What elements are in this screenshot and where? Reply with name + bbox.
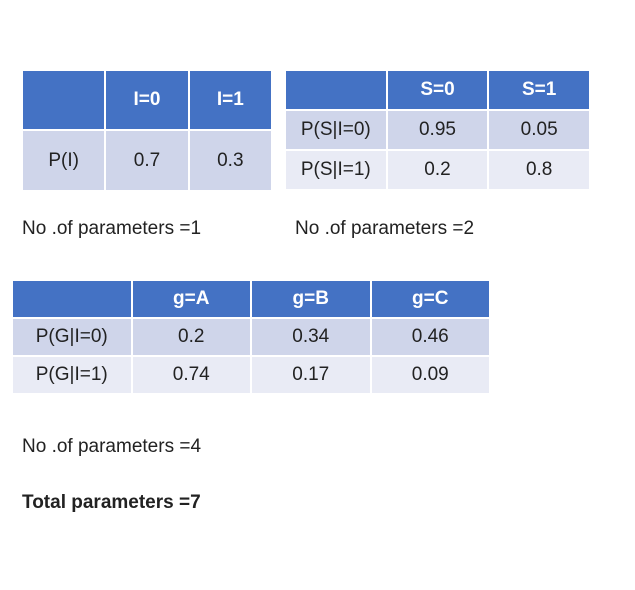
row: P(I) 0.7 0.3 [20, 129, 274, 192]
row: P(S|I=1) 0.2 0.8 [284, 149, 591, 191]
header-cell: g=B [250, 279, 372, 319]
header-row: I=0 I=1 [20, 69, 274, 131]
row-label: P(I) [20, 129, 107, 192]
cell: 0.17 [250, 355, 372, 395]
cell: 0.74 [130, 355, 252, 395]
header-cell: I=1 [187, 69, 274, 131]
note: No .of parameters =2 [295, 218, 475, 239]
header-cell: S=0 [385, 69, 490, 111]
corner-cell [20, 69, 107, 131]
corner-cell [11, 279, 133, 319]
header-row: S=0 S=1 [284, 69, 591, 111]
cell: 0.46 [369, 317, 491, 357]
row-label: P(G|I=1) [11, 355, 133, 395]
row-label: P(G|I=0) [11, 317, 133, 357]
row-label: P(S|I=0) [284, 109, 388, 151]
total: Total parameters =7 [22, 492, 201, 513]
header-cell: g=A [130, 279, 252, 319]
row-label: P(S|I=1) [284, 149, 388, 191]
row: P(S|I=0) 0.95 0.05 [284, 109, 591, 151]
cell: 0.3 [187, 129, 274, 192]
cell: 0.05 [487, 109, 591, 151]
header-cell: I=0 [104, 69, 190, 131]
header-cell: S=1 [487, 69, 591, 111]
header-cell: g=C [369, 279, 491, 319]
cell: 0.09 [369, 355, 491, 395]
cell: 0.7 [104, 129, 190, 192]
header-row: g=A g=B g=C [11, 279, 491, 319]
table: g=A g=B g=C P(G|I=0) 0.2 0.34 0.46 P(G|I=1) 0.74… [11, 279, 491, 395]
table: I=0 I=1 P(I) 0.7 0.3 [20, 69, 274, 192]
cell: 0.2 [385, 149, 490, 191]
row: P(G|I=1) 0.74 0.17 0.09 [11, 355, 491, 395]
corner-cell [284, 69, 388, 111]
row: P(G|I=0) 0.2 0.34 0.46 [11, 317, 491, 357]
cell: 0.2 [130, 317, 252, 357]
cell: 0.95 [385, 109, 490, 151]
cell: 0.8 [487, 149, 591, 191]
table: S=0 S=1 P(S|I=0) 0.95 0.05 P(S|I=1) 0.2 0.8 [284, 69, 591, 191]
note: No .of parameters =1 [22, 218, 202, 239]
note: No .of parameters =4 [22, 436, 202, 457]
cell: 0.34 [250, 317, 372, 357]
